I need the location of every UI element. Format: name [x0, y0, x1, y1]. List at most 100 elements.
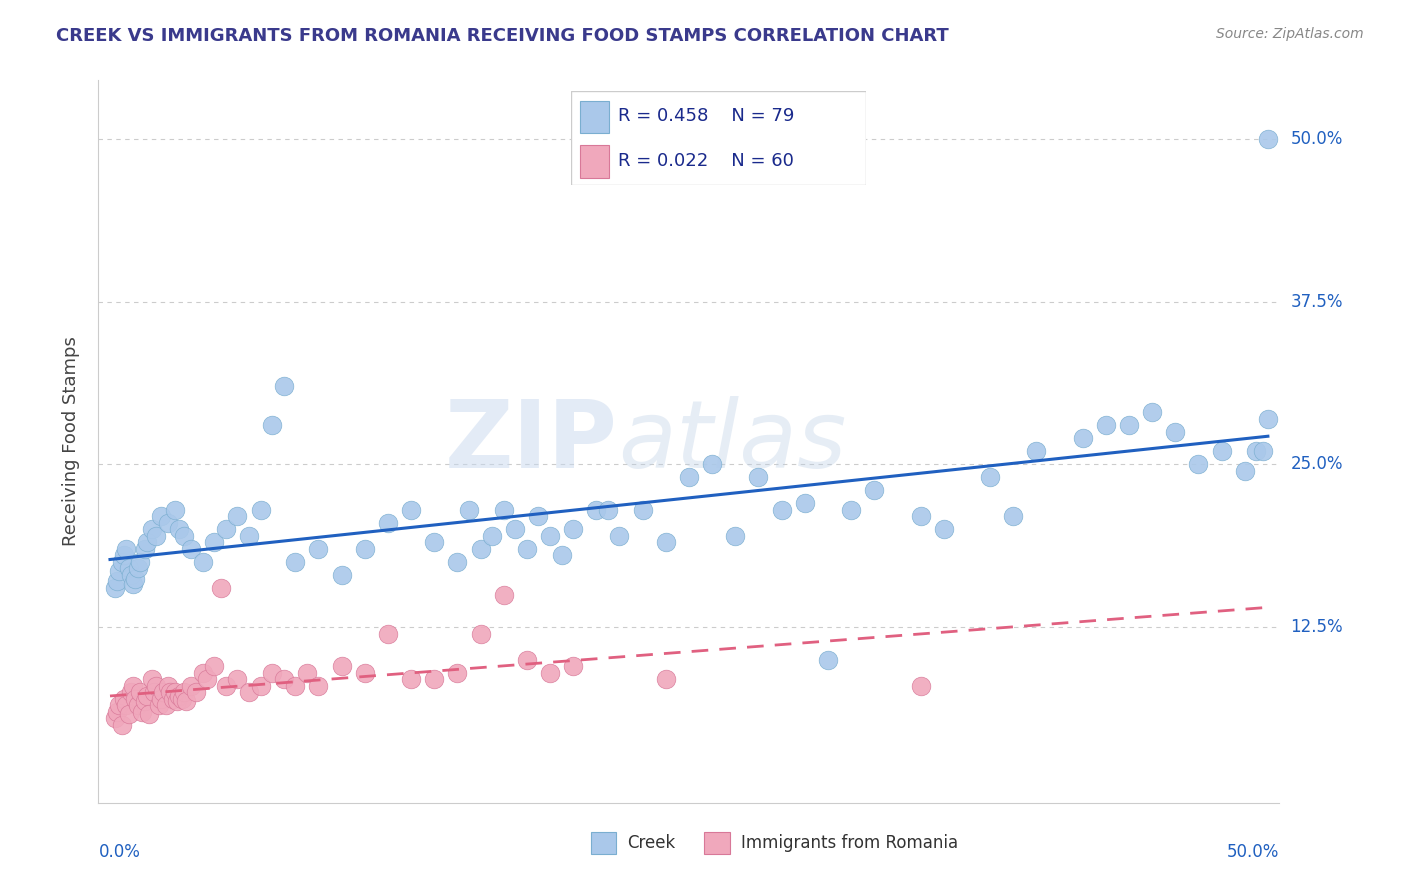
- Point: [122, 577, 145, 591]
- Point: [273, 379, 295, 393]
- Point: [307, 541, 329, 556]
- Text: 37.5%: 37.5%: [1291, 293, 1343, 310]
- Point: [979, 470, 1001, 484]
- FancyBboxPatch shape: [591, 831, 616, 855]
- Point: [492, 503, 515, 517]
- Point: [134, 694, 156, 708]
- Point: [481, 529, 503, 543]
- Point: [104, 581, 127, 595]
- Point: [155, 698, 177, 713]
- Point: [191, 665, 214, 680]
- Point: [377, 516, 399, 530]
- Point: [105, 574, 128, 589]
- Point: [180, 541, 202, 556]
- Point: [1233, 464, 1256, 478]
- Point: [249, 679, 271, 693]
- Point: [538, 665, 561, 680]
- Point: [143, 685, 166, 699]
- Point: [700, 458, 723, 472]
- Point: [209, 581, 232, 595]
- Point: [249, 503, 271, 517]
- Point: [550, 549, 572, 563]
- Point: [262, 665, 284, 680]
- Point: [470, 541, 492, 556]
- Point: [117, 707, 139, 722]
- Point: [330, 659, 353, 673]
- Point: [191, 555, 214, 569]
- Point: [747, 470, 769, 484]
- Point: [492, 587, 515, 601]
- Point: [149, 509, 172, 524]
- Point: [585, 503, 607, 517]
- Point: [1211, 444, 1233, 458]
- Point: [202, 535, 225, 549]
- Point: [108, 564, 131, 578]
- Point: [423, 535, 446, 549]
- Point: [631, 503, 654, 517]
- Point: [399, 503, 422, 517]
- Point: [295, 665, 318, 680]
- Point: [273, 672, 295, 686]
- Point: [1257, 132, 1279, 146]
- Point: [609, 529, 631, 543]
- Point: [458, 503, 481, 517]
- Point: [1071, 431, 1094, 445]
- Point: [538, 529, 561, 543]
- Text: Immigrants from Romania: Immigrants from Romania: [741, 834, 957, 852]
- Point: [115, 541, 138, 556]
- FancyBboxPatch shape: [704, 831, 730, 855]
- Point: [423, 672, 446, 686]
- Point: [148, 698, 170, 713]
- Point: [307, 679, 329, 693]
- Point: [596, 503, 619, 517]
- Point: [141, 523, 163, 537]
- Text: 50.0%: 50.0%: [1291, 130, 1343, 148]
- Point: [724, 529, 747, 543]
- Point: [131, 705, 153, 719]
- Point: [110, 717, 132, 731]
- Point: [655, 535, 678, 549]
- Point: [145, 529, 167, 543]
- Point: [122, 679, 145, 693]
- Point: [678, 470, 700, 484]
- Point: [134, 541, 156, 556]
- Point: [1002, 509, 1025, 524]
- Point: [180, 679, 202, 693]
- Point: [138, 707, 160, 722]
- Point: [446, 555, 468, 569]
- Point: [169, 523, 191, 537]
- Text: ZIP: ZIP: [446, 395, 619, 488]
- Point: [1164, 425, 1187, 439]
- Point: [932, 523, 955, 537]
- Point: [152, 685, 174, 699]
- Point: [115, 698, 138, 713]
- Point: [1118, 418, 1140, 433]
- Point: [793, 496, 815, 510]
- Y-axis label: Receiving Food Stamps: Receiving Food Stamps: [62, 336, 80, 547]
- Point: [166, 694, 188, 708]
- Point: [173, 529, 195, 543]
- Point: [195, 672, 218, 686]
- Point: [1187, 458, 1209, 472]
- Point: [120, 568, 142, 582]
- Point: [110, 555, 132, 569]
- Point: [770, 503, 793, 517]
- Point: [284, 555, 307, 569]
- Point: [169, 689, 191, 703]
- Point: [330, 568, 353, 582]
- Point: [516, 652, 538, 666]
- Point: [516, 541, 538, 556]
- Point: [1025, 444, 1047, 458]
- Point: [215, 523, 238, 537]
- Point: [1257, 411, 1279, 425]
- Point: [127, 561, 149, 575]
- Point: [112, 549, 135, 563]
- Text: 12.5%: 12.5%: [1291, 618, 1343, 636]
- Point: [562, 523, 585, 537]
- Point: [470, 626, 492, 640]
- Text: CREEK VS IMMIGRANTS FROM ROMANIA RECEIVING FOOD STAMPS CORRELATION CHART: CREEK VS IMMIGRANTS FROM ROMANIA RECEIVI…: [56, 27, 949, 45]
- Point: [238, 685, 260, 699]
- Point: [226, 509, 249, 524]
- Point: [105, 705, 128, 719]
- Point: [104, 711, 127, 725]
